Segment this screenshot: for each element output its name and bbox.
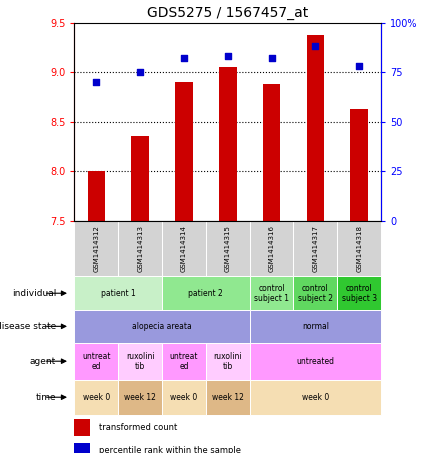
Text: normal: normal [302,322,329,331]
Text: GSM1414316: GSM1414316 [268,225,275,272]
FancyBboxPatch shape [250,310,381,342]
Text: ruxolini
tib: ruxolini tib [126,352,155,371]
FancyBboxPatch shape [206,342,250,380]
Bar [88,171,105,221]
Text: percentile rank within the sample: percentile rank within the sample [99,446,241,453]
FancyBboxPatch shape [74,276,162,310]
FancyBboxPatch shape [118,221,162,276]
Text: GSM1414312: GSM1414312 [93,225,99,272]
Text: GSM1414314: GSM1414314 [181,225,187,272]
Bar [263,84,280,221]
Text: patient 1: patient 1 [101,289,136,298]
Text: GSM1414317: GSM1414317 [312,225,318,272]
FancyBboxPatch shape [74,342,118,380]
Text: untreated: untreated [297,357,334,366]
FancyBboxPatch shape [162,221,206,276]
FancyBboxPatch shape [250,276,293,310]
FancyBboxPatch shape [162,276,250,310]
Text: transformed count: transformed count [99,423,177,432]
Text: untreat
ed: untreat ed [82,352,111,371]
Text: week 0: week 0 [170,393,198,402]
Text: week 0: week 0 [83,393,110,402]
FancyBboxPatch shape [206,221,250,276]
FancyBboxPatch shape [118,380,162,414]
FancyBboxPatch shape [293,221,337,276]
Bar [131,136,149,221]
Point [180,55,187,62]
Bar [350,109,368,221]
Bar [219,67,237,221]
Point [224,53,231,60]
Point [312,43,319,50]
Point [93,78,100,86]
FancyBboxPatch shape [250,380,381,414]
FancyBboxPatch shape [74,380,118,414]
Text: control
subject 1: control subject 1 [254,284,289,303]
FancyBboxPatch shape [118,342,162,380]
Text: agent: agent [30,357,56,366]
Text: individual: individual [12,289,56,298]
Text: patient 2: patient 2 [188,289,223,298]
Bar [175,82,193,221]
Text: GSM1414318: GSM1414318 [356,225,362,272]
FancyBboxPatch shape [206,380,250,414]
Text: untreat
ed: untreat ed [170,352,198,371]
Text: ruxolini
tib: ruxolini tib [213,352,242,371]
Text: GSM1414313: GSM1414313 [137,225,143,272]
FancyBboxPatch shape [250,342,381,380]
FancyBboxPatch shape [337,276,381,310]
FancyBboxPatch shape [293,276,337,310]
FancyBboxPatch shape [74,310,250,342]
Point [137,68,144,76]
Text: control
subject 3: control subject 3 [342,284,377,303]
Text: GSM1414315: GSM1414315 [225,225,231,272]
Bar [74,443,90,453]
FancyBboxPatch shape [337,221,381,276]
FancyBboxPatch shape [74,221,118,276]
Bar [307,34,324,221]
FancyBboxPatch shape [162,380,206,414]
Text: control
subject 2: control subject 2 [298,284,333,303]
Text: disease state: disease state [0,322,56,331]
Text: alopecia areata: alopecia areata [132,322,192,331]
Point [356,63,363,70]
Text: week 12: week 12 [124,393,156,402]
Text: week 0: week 0 [302,393,329,402]
Text: week 12: week 12 [212,393,244,402]
Bar [74,419,90,436]
Title: GDS5275 / 1567457_at: GDS5275 / 1567457_at [147,6,308,20]
FancyBboxPatch shape [250,221,293,276]
Point [268,55,275,62]
FancyBboxPatch shape [162,342,206,380]
Text: time: time [35,393,56,402]
